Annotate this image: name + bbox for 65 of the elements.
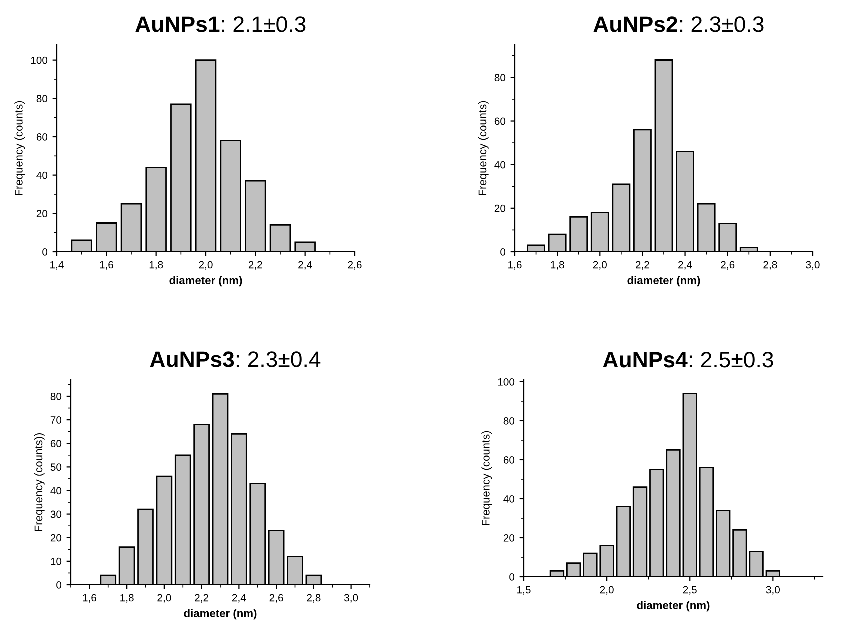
- y-tick-label: 40: [504, 495, 515, 503]
- y-tick-label: 40: [36, 172, 48, 180]
- x-tick-label: 1,6: [100, 261, 114, 270]
- chart-title: AuNPs1: 2.1±0.3: [136, 16, 306, 32]
- x-axis-title: diameter (nm): [637, 601, 710, 612]
- y-tick-label: 0: [56, 582, 62, 589]
- y-tick-label: 20: [50, 534, 62, 542]
- x-tick-label: 2,0: [600, 586, 614, 595]
- y-tick-label: 20: [36, 210, 48, 218]
- y-tick-label: 80: [504, 417, 515, 425]
- y-tick-label: 60: [50, 440, 62, 448]
- x-tick-label: 2,0: [199, 261, 213, 270]
- y-tick-label: 80: [50, 392, 62, 400]
- y-axis-title: Frequency (counts): [482, 431, 492, 526]
- x-tick-label: 2,2: [248, 261, 262, 270]
- x-axis-title: diameter (nm): [628, 276, 700, 287]
- y-tick-label: 40: [494, 161, 506, 169]
- y-tick-label: 60: [36, 134, 48, 141]
- x-tick-label: 1,6: [83, 594, 96, 603]
- x-tick-label: 1,5: [518, 586, 531, 595]
- y-tick-label: 80: [36, 95, 48, 103]
- x-tick-label: 2,4: [232, 594, 246, 603]
- y-tick-label: 30: [50, 510, 62, 518]
- x-tick-label: 2,0: [593, 261, 607, 270]
- x-tick-label: 1,8: [120, 594, 134, 603]
- x-tick-label: 1,6: [508, 261, 522, 270]
- x-tick-label: 1,8: [150, 261, 164, 270]
- x-tick-label: 1,4: [50, 261, 64, 270]
- y-tick-label: 70: [50, 416, 62, 424]
- x-tick-label: 2,6: [348, 261, 362, 270]
- chart-title: AuNPs4: 2.5±0.3: [603, 352, 774, 368]
- x-tick-label: 3,0: [766, 586, 780, 595]
- x-tick-label: 2,5: [683, 586, 697, 595]
- y-tick-label: 50: [50, 464, 62, 472]
- y-tick-label: 40: [50, 487, 62, 495]
- x-tick-label: 1,8: [551, 261, 564, 270]
- x-axis-title: diameter (nm): [170, 276, 242, 287]
- x-tick-label: 2,4: [298, 261, 312, 270]
- x-tick-label: 2,6: [721, 261, 735, 270]
- x-tick-label: 3,0: [344, 594, 358, 603]
- x-tick-label: 2,2: [636, 261, 650, 270]
- y-tick-label: 20: [504, 534, 515, 542]
- y-axis-title: Frequency (counts)): [34, 433, 45, 532]
- x-tick-label: 3,0: [806, 261, 820, 270]
- x-axis-title: diameter (nm): [184, 609, 257, 620]
- chart-title: AuNPs2: 2.3±0.3: [594, 16, 764, 32]
- y-axis-title: Frequency (counts): [14, 101, 26, 196]
- y-tick-label: 100: [31, 56, 48, 64]
- x-tick-label: 2,4: [678, 261, 692, 270]
- y-tick-label: 60: [494, 118, 506, 126]
- x-tick-label: 2,6: [270, 594, 284, 603]
- x-tick-label: 2,0: [158, 594, 172, 603]
- y-axis-title: Frequency (counts): [478, 101, 489, 196]
- y-tick-label: 10: [51, 558, 62, 566]
- y-tick-label: 20: [494, 204, 506, 212]
- y-tick-label: 0: [500, 248, 506, 256]
- x-tick-label: 2,8: [307, 594, 321, 603]
- y-tick-label: 80: [494, 74, 506, 82]
- y-tick-label: 60: [504, 456, 515, 464]
- y-tick-label: 100: [498, 378, 515, 386]
- y-tick-label: 0: [510, 574, 515, 581]
- x-tick-label: 2,8: [764, 261, 778, 270]
- y-tick-label: 0: [42, 248, 48, 256]
- chart-title: AuNPs3: 2.3±0.4: [150, 352, 321, 368]
- x-tick-label: 2,2: [195, 594, 209, 603]
